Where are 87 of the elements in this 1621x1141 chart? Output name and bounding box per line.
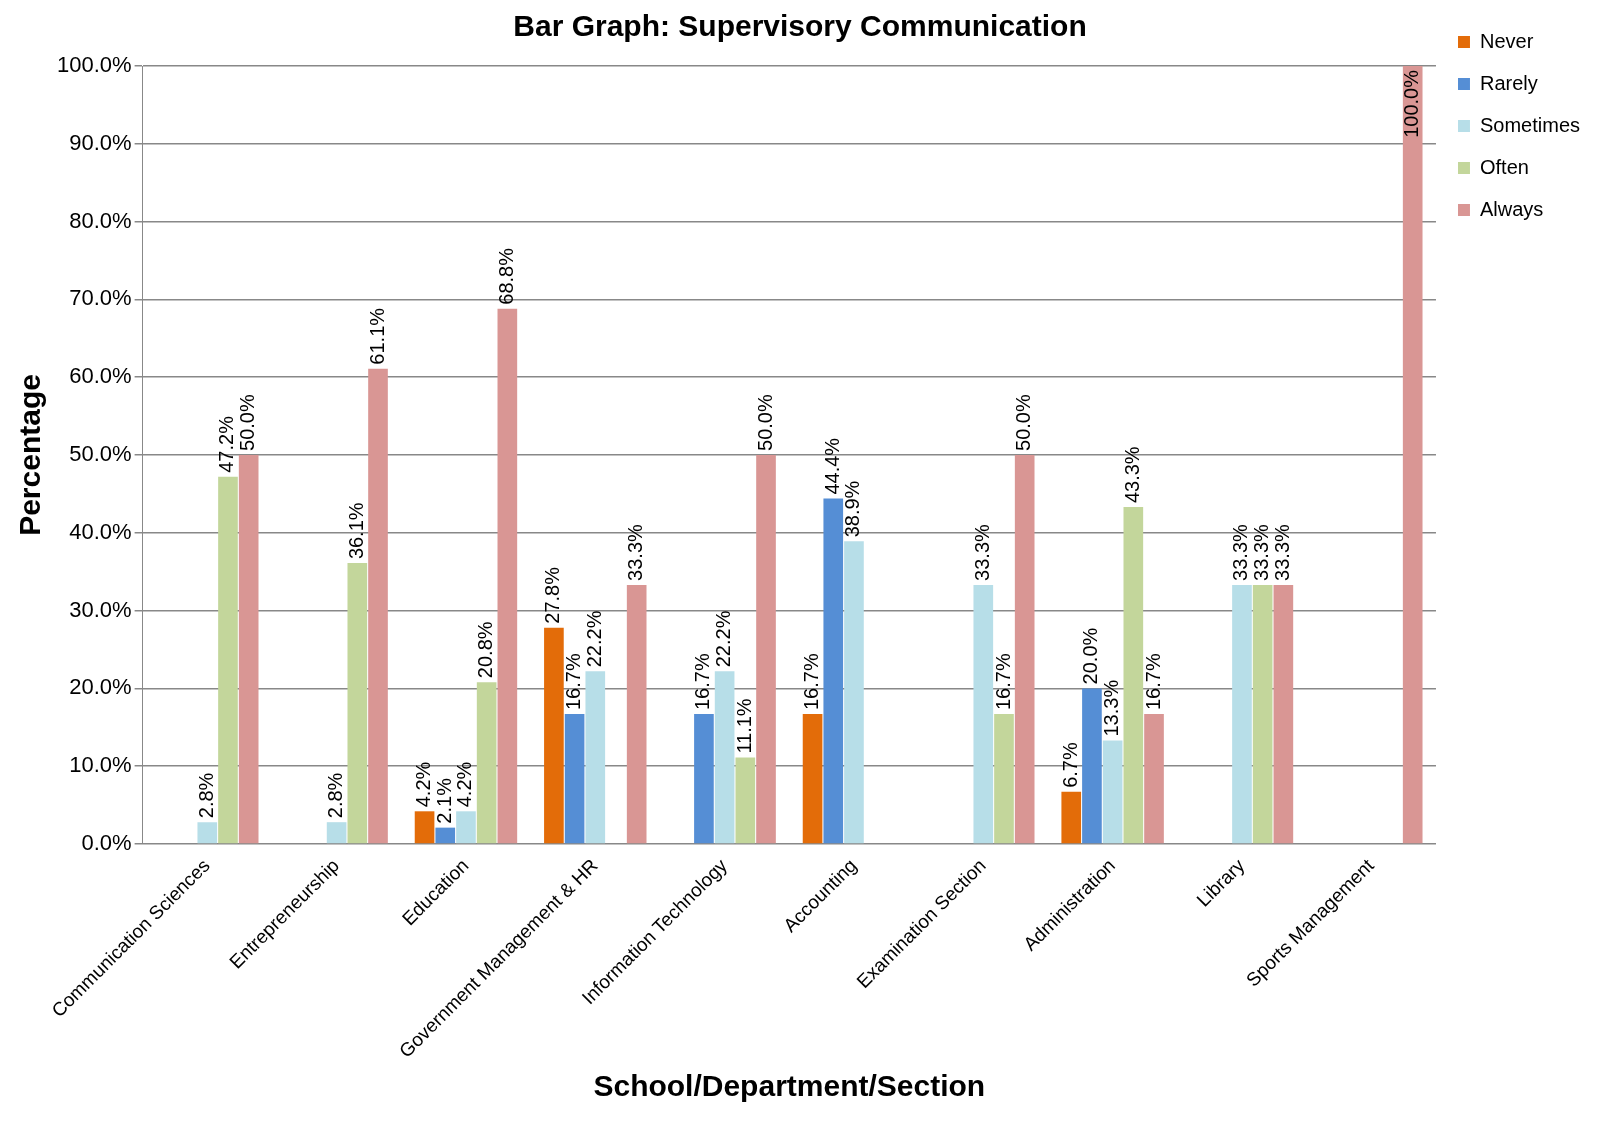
legend-label: Sometimes [1479, 113, 1580, 136]
data-label: 33.3% [1270, 523, 1293, 581]
bar [197, 822, 218, 844]
y-tick-label: 20.0% [69, 674, 132, 700]
data-label: 33.3% [970, 523, 993, 581]
y-tick-label: 80.0% [69, 207, 132, 233]
data-label: 44.4% [820, 437, 843, 495]
bar [1232, 584, 1252, 844]
data-label: 33.3% [1229, 523, 1252, 581]
bar [414, 811, 435, 844]
data-label: 13.3% [1100, 679, 1123, 737]
bar [1144, 714, 1164, 844]
data-label: 50.0% [1012, 394, 1035, 451]
x-axis-title: School/Department/Section [593, 1069, 986, 1103]
legend-label: Never [1479, 29, 1534, 52]
data-label: 16.7% [562, 653, 585, 711]
data-label: 43.3% [1120, 446, 1143, 504]
y-tick-label: 70.0% [69, 285, 132, 311]
bar [1102, 740, 1123, 844]
bar [1252, 584, 1273, 844]
data-label: 4.2% [453, 761, 476, 808]
y-tick-label: 50.0% [69, 441, 132, 467]
y-tick-label: 40.0% [69, 518, 132, 544]
y-tick-label: 10.0% [69, 752, 132, 778]
bar [347, 563, 368, 844]
bar [973, 584, 994, 844]
data-label: 27.8% [541, 566, 564, 624]
bar [368, 368, 388, 844]
data-label: 22.2% [712, 610, 735, 668]
bar [1123, 507, 1144, 844]
data-label: 22.2% [582, 610, 605, 668]
bar [626, 584, 647, 844]
data-label: 61.1% [365, 307, 388, 365]
legend-label: Often [1479, 155, 1529, 178]
data-label: 33.3% [624, 523, 647, 581]
y-tick-label: 30.0% [69, 596, 132, 622]
bar [994, 714, 1014, 844]
data-label: 68.8% [494, 247, 517, 305]
bar [456, 811, 476, 844]
data-label: 36.1% [344, 502, 367, 560]
bar [1082, 688, 1102, 844]
bar [497, 308, 518, 844]
data-label: 20.0% [1079, 627, 1102, 685]
bar [1273, 584, 1294, 844]
data-label: 6.7% [1058, 742, 1081, 788]
bar [564, 714, 585, 844]
bar [326, 822, 347, 844]
data-label: 2.1% [432, 777, 455, 824]
data-label: 16.7% [991, 653, 1014, 711]
bar [714, 671, 735, 844]
y-tick-label: 60.0% [69, 363, 132, 389]
bar [544, 627, 564, 844]
data-label: 16.7% [691, 653, 714, 711]
bar [1061, 791, 1082, 844]
y-tick-label: 100.0% [56, 52, 132, 78]
data-label: 20.8% [474, 621, 497, 679]
data-label: 2.8% [324, 772, 347, 819]
bar [844, 541, 864, 844]
bar [802, 714, 823, 844]
bar [756, 454, 776, 844]
bar [1402, 66, 1423, 844]
data-label: 16.7% [800, 653, 823, 711]
y-axis-title: Percentage [13, 374, 47, 536]
bar [823, 498, 844, 844]
bar [476, 682, 497, 844]
legend-label: Rarely [1479, 71, 1538, 94]
y-tick-label: 90.0% [69, 129, 132, 155]
chart-title: Bar Graph: Supervisory Communication [513, 9, 1087, 43]
bar [694, 714, 714, 844]
data-label: 50.0% [236, 394, 259, 451]
bar [735, 757, 756, 844]
data-label: 11.1% [732, 698, 755, 754]
data-label: 4.2% [412, 761, 435, 808]
bar [218, 476, 238, 844]
data-label: 2.8% [194, 772, 217, 819]
data-label: 100.0% [1400, 69, 1423, 138]
data-label: 38.9% [841, 480, 864, 538]
y-tick-label: 0.0% [81, 830, 132, 856]
data-label: 50.0% [753, 394, 776, 451]
bar [1014, 454, 1035, 844]
bar [585, 671, 606, 844]
data-label: 16.7% [1141, 653, 1164, 711]
legend-label: Always [1479, 197, 1544, 220]
data-label: 33.3% [1250, 523, 1273, 581]
bar [435, 827, 456, 844]
bar [238, 454, 259, 844]
data-label: 47.2% [215, 415, 238, 473]
